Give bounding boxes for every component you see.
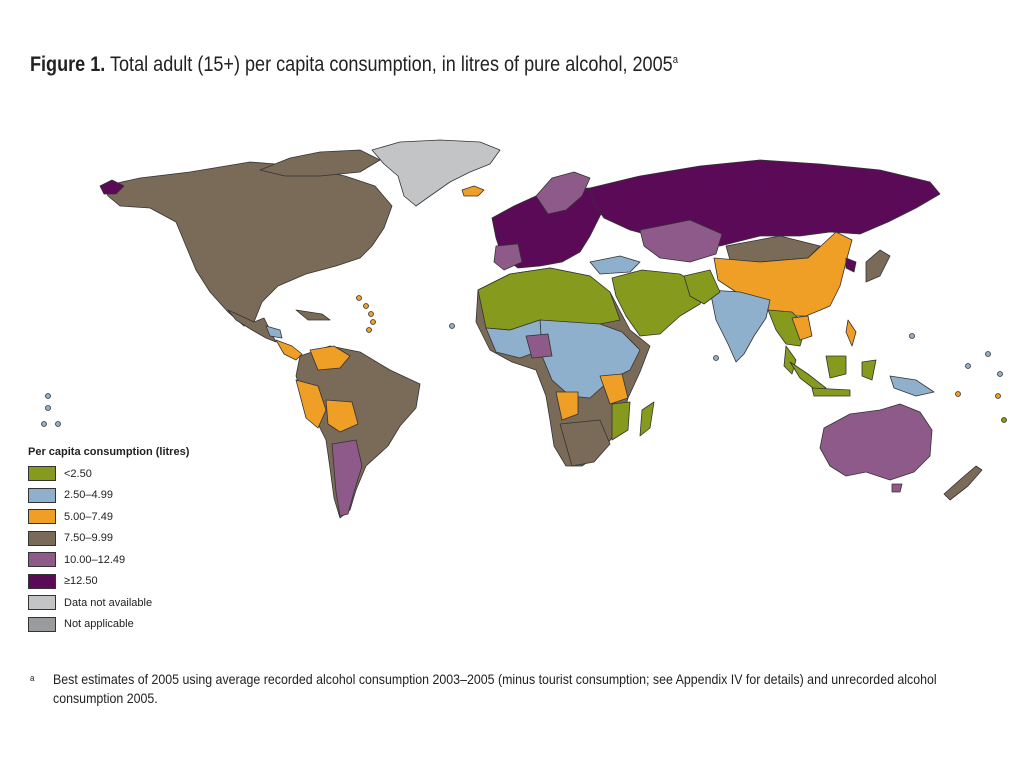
figure-label: Figure 1. [30, 53, 106, 76]
region-venezuela [309, 345, 351, 371]
region-southern-africa [559, 419, 611, 467]
legend-item: <2.50 [28, 463, 189, 485]
legend-item: ≥12.50 [28, 571, 189, 593]
footnote-marker: a [30, 673, 35, 683]
legend-swatch [28, 595, 56, 611]
region-south-america [295, 345, 421, 519]
region-caribbean [295, 309, 331, 321]
region-bolivia [325, 399, 359, 433]
region-scandinavia [535, 171, 591, 215]
legend-title: Per capita consumption (litres) [28, 446, 190, 458]
legend-label: ≥12.50 [64, 575, 98, 588]
legend-item: 2.50–4.99 [28, 485, 189, 507]
footnote-text: Best estimates of 2005 using average rec… [53, 671, 937, 706]
legend-label: Not applicable [64, 618, 134, 631]
legend-swatch [28, 616, 56, 632]
region-philippines [845, 319, 857, 347]
region-alaska-tip [99, 179, 125, 195]
region-angola [555, 391, 579, 421]
region-vietnam-laos [791, 315, 813, 341]
region-greenland [371, 139, 501, 207]
region-tasmania [891, 483, 903, 493]
map-legend: Per capita consumption (litres) <2.50 2.… [28, 446, 189, 635]
region-turkey [589, 255, 641, 275]
legend-swatch [28, 509, 56, 525]
legend-swatch [28, 466, 56, 482]
legend-swatch [28, 573, 56, 589]
region-australia [819, 403, 933, 481]
legend-item: Data not available [28, 592, 189, 614]
region-guatemala [265, 325, 283, 339]
legend-item: 10.00–12.49 [28, 549, 189, 571]
region-india [709, 289, 771, 363]
region-iberia [493, 243, 523, 271]
region-argentina [331, 439, 363, 517]
region-korea [845, 257, 857, 273]
legend-label: 7.50–9.99 [64, 532, 113, 545]
region-sumatra [789, 361, 827, 393]
region-japan [865, 249, 891, 283]
region-canada-islands [259, 149, 381, 177]
legend-label: <2.50 [64, 467, 92, 480]
region-kazakhstan [639, 219, 723, 263]
region-new-zealand [943, 465, 983, 501]
world-map [41, 139, 1007, 519]
legend-label: 2.50–4.99 [64, 489, 113, 502]
region-pakistan-afghanistan [683, 269, 721, 305]
legend-swatch [28, 530, 56, 546]
figure-title: Figure 1. Total adult (15+) per capita c… [30, 50, 856, 80]
legend-item: Not applicable [28, 614, 189, 636]
region-mexico [227, 309, 277, 343]
region-tanzania [599, 373, 629, 405]
legend-label: 5.00–7.49 [64, 510, 113, 523]
region-madagascar [639, 401, 655, 437]
island-markers [41, 295, 1007, 427]
region-java [811, 387, 851, 397]
region-north-america [103, 161, 393, 327]
region-borneo [825, 355, 847, 379]
legend-label: Data not available [64, 596, 153, 609]
region-iceland [461, 185, 485, 197]
region-peru [295, 379, 327, 429]
region-sulawesi [861, 359, 877, 381]
region-malay-peninsula [783, 345, 797, 375]
figure-title-superscript: a [672, 54, 678, 66]
region-nigeria [525, 333, 553, 359]
region-mozambique [611, 401, 631, 441]
footnote: a Best estimates of 2005 using average r… [30, 670, 1004, 708]
region-central-america [275, 339, 303, 361]
figure-title-text: Total adult (15+) per capita consumption… [109, 53, 673, 76]
region-new-guinea [889, 375, 935, 397]
legend-item: 5.00–7.49 [28, 506, 189, 528]
legend-swatch [28, 552, 56, 568]
legend-label: 10.00–12.49 [64, 553, 126, 566]
legend-item: 7.50–9.99 [28, 528, 189, 550]
legend-swatch [28, 487, 56, 503]
region-middle-east [611, 269, 707, 337]
